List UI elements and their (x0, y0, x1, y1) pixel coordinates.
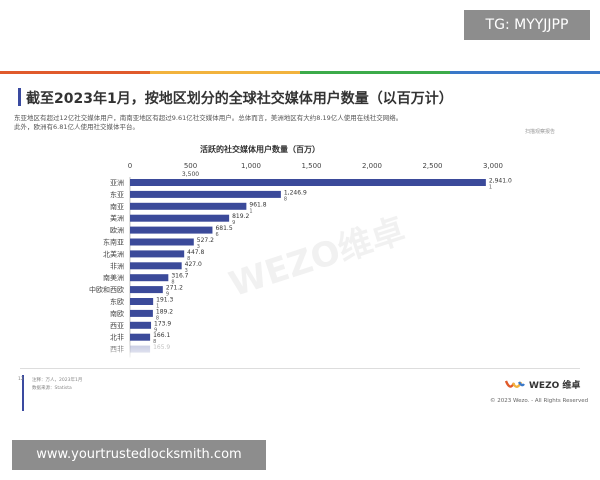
x-tick-label: 1,000 (241, 162, 261, 170)
color-stripe (0, 71, 600, 74)
url-banner: www.yourtrustedlocksmith.com (12, 440, 266, 470)
value-label: 2,941.0 (489, 178, 512, 185)
category-label: 东欧 (110, 297, 124, 306)
bar (130, 179, 486, 186)
value-sublabel: 8 (156, 315, 159, 321)
wezo-logo: WEZO 维卓 (505, 378, 580, 391)
bar (130, 286, 163, 294)
bar (130, 214, 230, 222)
category-label: 欧洲 (110, 226, 124, 235)
value-label: 316.7 (171, 273, 188, 280)
bar (130, 298, 154, 305)
category-label: 东亚 (110, 190, 124, 199)
x-tick-label: 2,000 (362, 162, 382, 170)
right-note: 扫描观察报告 (525, 129, 556, 135)
value-label: 189.2 (156, 308, 173, 315)
title-accent-bar (18, 88, 21, 106)
value-label: 173.9 (154, 320, 171, 327)
bar-chart: 0 500 1,000 1,500 2,000 2,500 3,000 3,500 亚洲 2,94… (0, 162, 600, 360)
category-label: 北非 (110, 333, 124, 342)
stripe-segment-green (300, 71, 450, 74)
page-number: 12 (18, 377, 24, 382)
category-label: 南亚 (110, 202, 124, 211)
x-tick-label: 2,500 (422, 162, 442, 170)
bar (130, 262, 182, 270)
value-sublabel: 1 (249, 208, 252, 214)
logo-text: WEZO 维卓 (529, 381, 581, 391)
bar (130, 190, 281, 198)
bar (130, 202, 247, 210)
x-tick-label: 1,500 (301, 162, 321, 170)
wezo-logo-icon (505, 380, 525, 388)
value-label: 447.8 (187, 249, 204, 256)
bar (130, 321, 152, 329)
value-sublabel: 9 (232, 220, 235, 226)
category-label: 中欧和西欧 (89, 285, 124, 294)
chart-fade (0, 340, 600, 360)
value-sublabel: 9 (154, 327, 157, 333)
category-label: 南欧 (110, 309, 124, 318)
x-tick-label: 500 (184, 162, 197, 170)
stripe-segment-blue (450, 71, 600, 74)
stripe-segment-orange (0, 71, 150, 74)
value-label: 191.3 (156, 297, 173, 304)
description-line-1: 东亚地区有超过12亿社交媒体用户，南南亚地区有超过9.61亿社交媒体用户。总体而… (14, 114, 403, 122)
value-label: 527.2 (197, 237, 214, 244)
value-sublabel: 3 (185, 268, 188, 274)
value-label: 427.0 (185, 261, 202, 268)
value-sublabel: 8 (171, 280, 174, 286)
footer-accent-bar (22, 375, 24, 411)
bar (130, 238, 194, 246)
bar (130, 226, 213, 234)
stripe-segment-yellow (150, 71, 300, 74)
value-sublabel: 1 (156, 304, 159, 310)
value-label: 961.8 (249, 201, 266, 208)
category-label: 西亚 (110, 322, 124, 330)
value-label: 271.2 (166, 285, 183, 292)
value-sublabel: 9 (166, 292, 169, 298)
value-sublabel: 6 (215, 232, 218, 238)
description: 东亚地区有超过12亿社交媒体用户，南南亚地区有超过9.61亿社交媒体用户。总体而… (14, 114, 514, 132)
footnote-unit: 注释：万人，2023年1月 (32, 378, 83, 383)
value-label: 681.5 (215, 225, 232, 232)
description-line-2: 此外，欧洲有6.81亿人使用社交媒体平台。 (14, 123, 139, 131)
bar (130, 309, 153, 317)
tg-badge: TG: MYYJJPP (464, 10, 590, 40)
category-label: 南美洲 (103, 273, 124, 282)
bar (130, 333, 151, 341)
category-label: 美洲 (110, 214, 124, 223)
x-tick-label: 3,000 (483, 162, 503, 170)
value-sublabel: 1 (489, 185, 492, 191)
value-label: 1,246.9 (284, 189, 307, 196)
footnote-source: 数据来源：Statista (32, 386, 72, 391)
x-tick-label-extra: 3,500 (182, 171, 199, 178)
bar (130, 250, 185, 258)
value-sublabel: 8 (187, 256, 190, 262)
copyright: © 2023 Wezo. - All Rights Reserved (490, 398, 589, 404)
chart-title: 活跃的社交媒体用户数量（百万） (200, 145, 320, 154)
category-label: 东南亚 (103, 238, 124, 247)
category-label: 北美洲 (103, 249, 124, 258)
category-label: 亚洲 (110, 179, 124, 187)
footer-divider (20, 368, 580, 369)
page-title: 截至2023年1月，按地区划分的全球社交媒体用户数量（以百万计） (26, 91, 453, 107)
bar (130, 274, 169, 282)
value-label: 166.1 (153, 332, 170, 339)
value-sublabel: 8 (284, 196, 287, 202)
x-tick-label: 0 (128, 162, 132, 170)
value-sublabel: 3 (197, 244, 200, 250)
value-label: 819.2 (232, 213, 249, 220)
category-label: 非洲 (110, 261, 124, 270)
